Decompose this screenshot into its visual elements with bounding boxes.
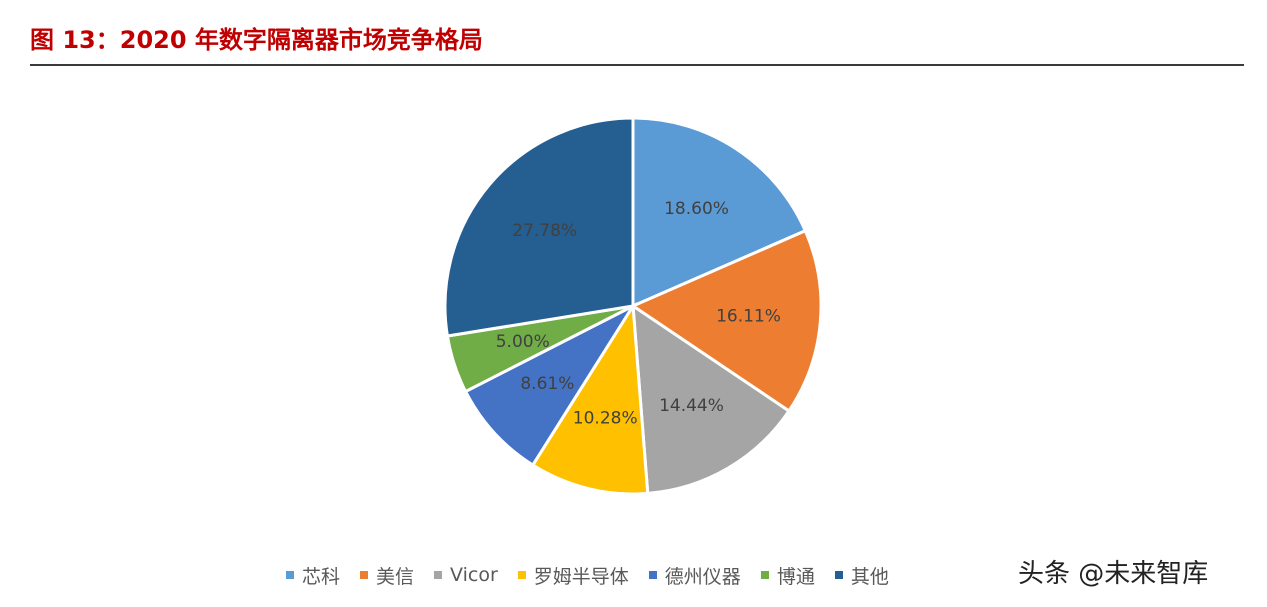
pie-slice-3 xyxy=(530,301,650,496)
pie-data-label-1: 16.11% xyxy=(716,306,781,326)
legend-label-2: Vicor xyxy=(450,564,498,586)
legend-label-0: 芯科 xyxy=(302,565,341,588)
pie-data-label-0: 18.60% xyxy=(664,199,729,219)
legend-label-5: 博通 xyxy=(776,565,815,588)
legend-item-1: 美信 xyxy=(360,562,414,589)
legend-item-0: 芯科 xyxy=(286,562,340,589)
legend-item-2: Vicor xyxy=(434,564,498,586)
pie-slice-6 xyxy=(443,116,635,338)
pie-slice-4 xyxy=(463,302,638,468)
legend-item-5: 博通 xyxy=(760,562,815,589)
legend-label-3: 罗姆半导体 xyxy=(533,565,629,588)
pie-data-label-4: 8.61% xyxy=(520,374,574,394)
legend-label-6: 其他 xyxy=(850,565,889,588)
watermark-text: 头条 @未来智库 xyxy=(1018,559,1209,589)
legend-label-4: 德州仪器 xyxy=(664,565,741,588)
pie-data-label-2: 14.44% xyxy=(659,396,724,416)
pie-slice-1 xyxy=(629,228,823,414)
legend-swatch-6 xyxy=(834,571,843,579)
chart-legend: 芯科 美信 Vicor 罗姆半导体 德州仪器 博通 其他 xyxy=(286,560,909,590)
legend-label-1: 美信 xyxy=(376,565,415,588)
pie-slice-2 xyxy=(631,303,792,496)
legend-swatch-0 xyxy=(286,571,294,579)
legend-swatch-3 xyxy=(517,571,526,579)
legend-item-4: 德州仪器 xyxy=(648,562,741,589)
legend-item-6: 其他 xyxy=(834,562,889,589)
legend-item-3: 罗姆半导体 xyxy=(517,562,629,589)
pie-data-label-6: 27.78% xyxy=(512,221,577,241)
legend-swatch-1 xyxy=(360,571,369,579)
pie-data-label-3: 10.28% xyxy=(573,409,638,429)
legend-swatch-5 xyxy=(760,571,769,579)
pie-slice-0 xyxy=(631,116,808,309)
figure-title: 图 13：2020 年数字隔离器市场竞争格局 xyxy=(30,26,483,54)
legend-swatch-4 xyxy=(648,571,657,579)
title-divider xyxy=(30,64,1244,66)
legend-swatch-2 xyxy=(434,571,443,579)
pie-data-label-5: 5.00% xyxy=(496,332,550,352)
